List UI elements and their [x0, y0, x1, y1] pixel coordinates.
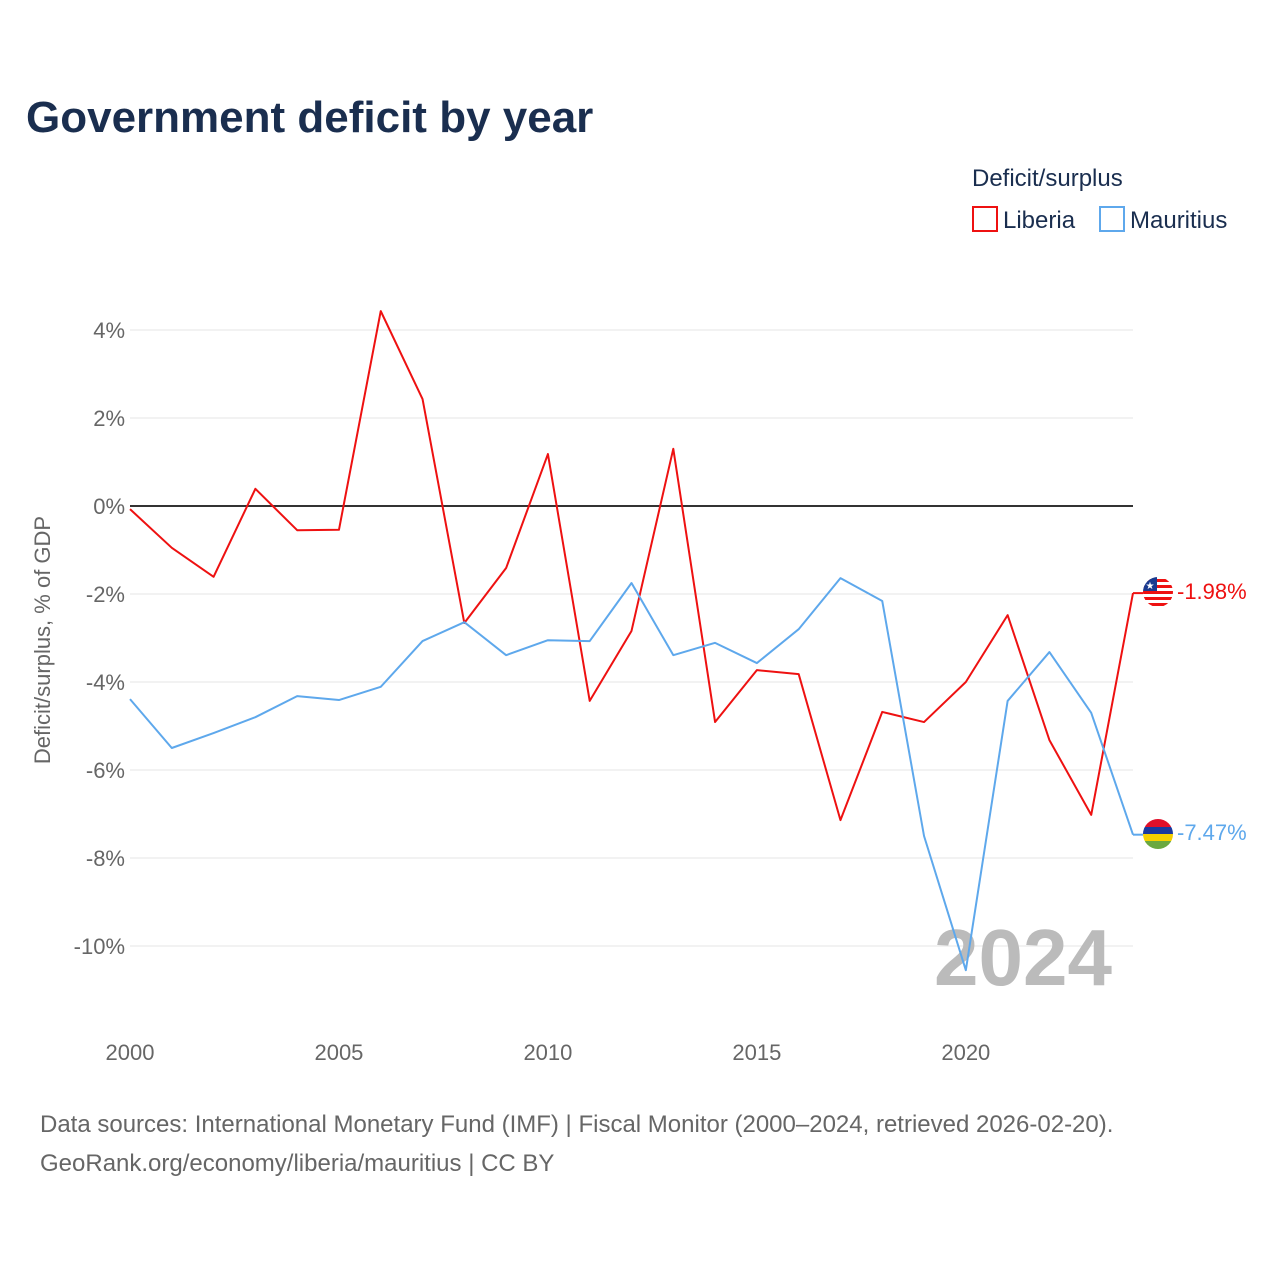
y-tick-label: -8%	[86, 846, 125, 871]
end-label-mauritius: -7.47%	[1177, 820, 1247, 845]
x-tick-label: 2005	[314, 1040, 363, 1065]
legend-item-liberia[interactable]: Liberia	[972, 206, 1076, 234]
x-tick-label: 2015	[732, 1040, 781, 1065]
y-tick-label: 4%	[93, 318, 125, 343]
legend-swatch-liberia	[972, 206, 998, 232]
source-line-2[interactable]: GeoRank.org/economy/liberia/mauritius | …	[40, 1150, 554, 1177]
legend-swatch-mauritius	[1099, 206, 1125, 232]
series-line-mauritius	[129, 577, 1134, 972]
y-tick-label: -2%	[86, 582, 125, 607]
series-lines	[129, 310, 1143, 972]
x-tick-label: 2010	[523, 1040, 572, 1065]
legend-item-mauritius[interactable]: Mauritius	[1099, 206, 1227, 234]
year-watermark: 2024	[934, 913, 1112, 1002]
y-tick-label: -4%	[86, 670, 125, 695]
legend-label-mauritius: Mauritius	[1130, 207, 1227, 234]
legend-label-liberia: Liberia	[1003, 207, 1076, 234]
y-tick-label: 2%	[93, 406, 125, 431]
x-tick-labels: 2000 2005 2010 2015 2020	[106, 1040, 991, 1065]
x-tick-label: 2020	[941, 1040, 990, 1065]
end-label-liberia: -1.98%	[1177, 579, 1247, 604]
y-tick-label: -10%	[74, 934, 125, 959]
y-tick-labels: 4% 2% 0% -2% -4% -6% -8% -10%	[74, 318, 125, 959]
x-tick-label: 2000	[106, 1040, 155, 1065]
svg-text:★: ★	[1146, 581, 1155, 592]
gridlines	[130, 329, 1133, 947]
chart-title: Government deficit by year	[26, 93, 593, 142]
y-axis-label: Deficit/surplus, % of GDP	[30, 516, 55, 764]
y-tick-label: -6%	[86, 758, 125, 783]
legend-title: Deficit/surplus	[972, 165, 1123, 192]
y-tick-label: 0%	[93, 494, 125, 519]
source-line-1: Data sources: International Monetary Fun…	[40, 1111, 1113, 1138]
series-line-liberia	[129, 310, 1134, 822]
flag-mauritius-icon	[1143, 819, 1173, 849]
flag-liberia-icon: ★	[1143, 577, 1173, 607]
